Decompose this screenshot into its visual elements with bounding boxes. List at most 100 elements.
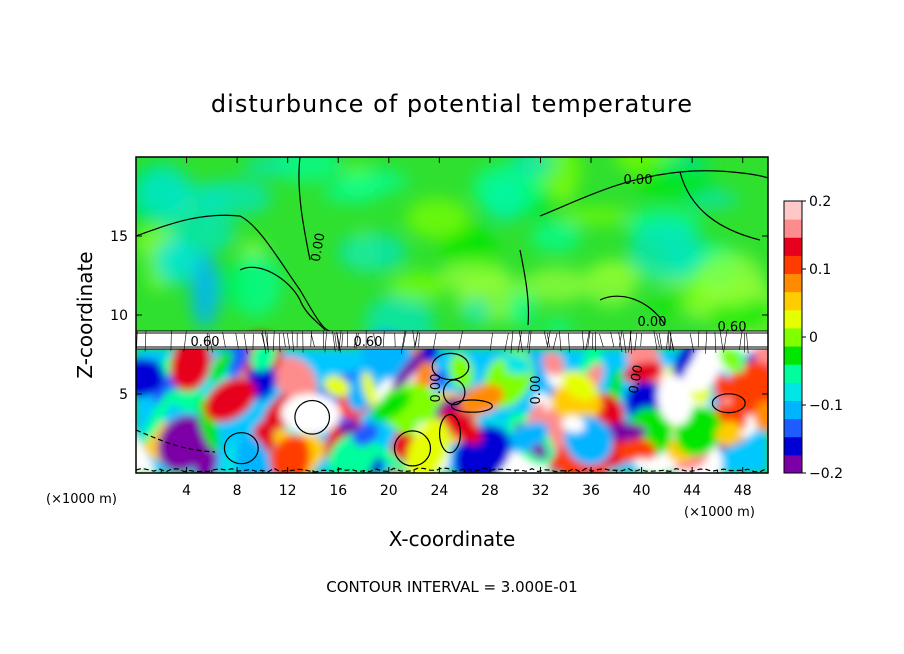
field-blob	[361, 371, 378, 407]
band-hatch	[261, 331, 267, 354]
band-hatch	[400, 330, 406, 354]
contour-line	[519, 249, 530, 326]
x-axis: 4 8 12 16 20 24 28 32 36 40 44 48	[160, 157, 752, 499]
band-hatch	[243, 333, 248, 354]
field-blob	[511, 157, 557, 177]
band-hatch	[739, 331, 743, 351]
y-axis-label: Z-coordinate	[73, 251, 97, 378]
field-blob	[338, 232, 407, 273]
contour-loop	[439, 413, 462, 454]
band-hatch	[353, 332, 357, 349]
chart-title: disturbunce of potential temperature	[211, 90, 693, 118]
field-blob	[487, 358, 507, 384]
field-blob	[505, 421, 549, 453]
field-blob	[561, 370, 597, 401]
band-hatch	[517, 331, 522, 353]
band-hatch	[412, 330, 416, 347]
x-unit-right: (×1000 m)	[684, 505, 755, 520]
field-blob	[323, 375, 350, 397]
band-hatch	[528, 330, 532, 354]
field-blob	[371, 390, 411, 422]
colorbar-swatch	[784, 219, 802, 238]
contour-loop	[393, 430, 432, 467]
band-hatch	[183, 331, 187, 352]
y-tick-label: 5	[119, 387, 128, 403]
band-hatch	[394, 332, 396, 347]
contour-loop	[711, 393, 746, 414]
field-blob	[170, 338, 211, 392]
band-hatch	[518, 330, 523, 353]
x-tick-label: 28	[481, 483, 499, 499]
contour-label: 0.60	[191, 335, 220, 350]
band-hatch	[689, 333, 695, 353]
field-blob	[272, 356, 317, 400]
field-blob	[628, 220, 706, 283]
contour-line	[136, 214, 331, 332]
band-hatch	[222, 331, 226, 348]
field-blob	[561, 415, 586, 433]
contour-label: 0.00	[638, 315, 667, 330]
contour-loop	[450, 399, 493, 413]
field-blob	[204, 377, 257, 423]
colorbar-tick-label: −0.1	[809, 398, 843, 414]
band-hatch	[568, 332, 570, 353]
band-hatch	[629, 330, 633, 354]
x-tick-label: 12	[279, 483, 297, 499]
contour-labels: 0.00 0.00 0.00 0.00 0.60 0.60 0.60 0.00 0.00	[191, 173, 747, 404]
field-blob	[699, 252, 765, 308]
colorbar-tick-label: −0.2	[809, 466, 843, 482]
band-hatch	[266, 332, 269, 353]
colorbar-swatch	[784, 201, 802, 220]
colorbar-tick-label: 0	[809, 330, 818, 346]
band-hatch	[667, 332, 670, 351]
colorbar-swatch	[784, 255, 802, 275]
field-blob	[507, 290, 536, 328]
colorbar-swatch	[784, 382, 802, 401]
band-hatch	[489, 332, 493, 352]
contour-label: 0.00	[627, 364, 647, 395]
colorbar-tick-label: 0.2	[809, 194, 831, 210]
band-hatch	[272, 330, 275, 352]
band-hatch	[723, 331, 728, 353]
x-tick-label: 24	[430, 483, 448, 499]
field-blob	[136, 424, 155, 473]
field-blob	[623, 361, 664, 383]
lower-field	[136, 329, 768, 473]
colorbar-swatch	[784, 346, 802, 365]
field-blob	[406, 198, 470, 239]
contour-label: 0.00	[529, 376, 544, 405]
band-hatch	[170, 330, 172, 351]
field-blob	[263, 435, 311, 473]
band-hatch	[336, 331, 340, 351]
colorbar-tick-label: 0.1	[809, 262, 831, 278]
x-tick-label: 4	[182, 483, 191, 499]
contour-line	[599, 295, 666, 326]
band-hatch	[355, 332, 359, 349]
band-hatch	[653, 330, 658, 350]
contour-loop	[223, 432, 259, 465]
band-hatch	[552, 332, 558, 349]
contour-line	[298, 157, 311, 261]
neutral-band	[136, 331, 768, 349]
band-hatch	[402, 330, 407, 348]
x-tick-label: 20	[380, 483, 398, 499]
colorbar-swatch	[784, 237, 802, 256]
field-blob	[367, 441, 414, 473]
field-blob	[157, 415, 210, 472]
x-tick-label: 8	[233, 483, 242, 499]
band-hatch	[283, 333, 286, 348]
field-blob	[136, 358, 165, 398]
band-hatch	[669, 330, 674, 352]
band-hatch	[510, 330, 514, 354]
band-hatch	[618, 330, 623, 348]
band-hatch	[286, 332, 290, 350]
field-blob	[530, 220, 581, 253]
band-hatch	[235, 333, 239, 349]
contour-line	[539, 170, 768, 217]
band-hatch	[592, 333, 594, 349]
field-blob	[191, 252, 219, 328]
x-tick-label: 44	[683, 483, 701, 499]
band-hatch	[504, 333, 509, 353]
y-tick-label: 15	[110, 229, 128, 245]
